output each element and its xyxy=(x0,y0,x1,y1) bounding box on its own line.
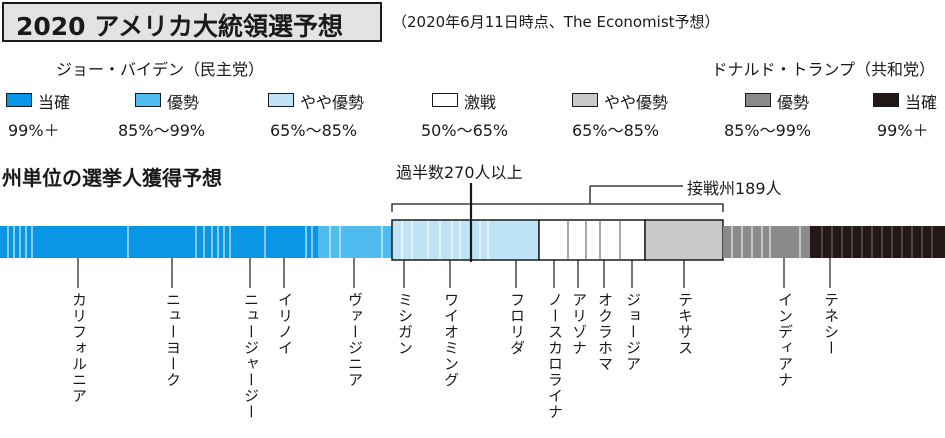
state-dividers-tossup xyxy=(567,220,621,260)
state-label-oklahoma: オクラホマ xyxy=(596,292,614,372)
state-label-illinois: イリノイ xyxy=(276,292,294,356)
legend-swatch-biden-lean xyxy=(268,93,294,107)
state-label-indiana: インディアナ xyxy=(776,292,794,388)
state-label-north-carolina: ノースカロライナ xyxy=(546,292,564,420)
state-label-michigan: ミシガン xyxy=(396,292,414,356)
state-leader-lines xyxy=(77,258,831,288)
legend-range-trump-lean: 65%〜85% xyxy=(572,121,660,140)
legend-swatch-tossup xyxy=(432,93,458,107)
legend-label-biden-lean: やや優勢 xyxy=(300,93,365,112)
subtitle: （2020年6月11日時点、The Economist予想） xyxy=(392,13,720,31)
legend-swatch-biden-likely xyxy=(135,93,161,107)
state-label-new-york: ニューヨーク xyxy=(164,292,182,388)
legend-range-trump-safe: 99%＋ xyxy=(877,121,929,140)
bar-segment-trump-lean xyxy=(644,219,724,261)
battleground-label: 接戦州189人 xyxy=(683,175,786,199)
state-label-arizona: アリゾナ xyxy=(570,292,588,356)
battleground-bracket xyxy=(391,203,724,212)
legend-range-biden-lean: 65%〜85% xyxy=(270,121,358,140)
state-label-virginia: ヴァージニア xyxy=(346,292,364,388)
legend-swatch-trump-safe xyxy=(873,93,899,107)
legend-label-trump-likely: 優勢 xyxy=(777,93,810,112)
bar-segment-trump-likely xyxy=(723,226,810,258)
legend-swatch-biden-safe xyxy=(6,93,32,107)
legend-swatch-trump-lean xyxy=(572,93,598,107)
page-title: 2020 アメリカ大統領選予想 xyxy=(16,12,344,41)
legend-range-trump-likely: 85%〜99% xyxy=(724,121,812,140)
state-dividers-bordered xyxy=(401,221,489,259)
legend-range-biden-likely: 85%〜99% xyxy=(118,121,206,140)
state-dividers-safe-red xyxy=(821,226,933,258)
state-label-georgia: ジョージア xyxy=(624,292,642,372)
bar-segment-biden-lean xyxy=(391,219,540,261)
legend-label-tossup: 激戦 xyxy=(464,93,497,112)
candidate-biden: ジョー・バイデン（民主党） xyxy=(56,60,265,79)
legend-label-biden-safe: 当確 xyxy=(38,93,71,112)
bar-segment-biden-safe xyxy=(0,226,318,258)
legend-range-tossup: 50%〜65% xyxy=(421,121,509,140)
state-label-texas: テキサス xyxy=(676,292,694,356)
legend-label-trump-safe: 当確 xyxy=(905,93,938,112)
bar-segment-tossup xyxy=(538,219,646,261)
title-box: 2020 アメリカ大統領選予想 xyxy=(2,2,382,42)
state-label-wyoming: ワイオミング xyxy=(442,292,460,388)
state-label-florida: フロリダ xyxy=(508,292,526,356)
section-title: 州単位の選挙人獲得予想 xyxy=(2,166,222,190)
majority-label: 過半数270人以上 xyxy=(396,163,523,182)
legend-swatch-trump-likely xyxy=(745,93,771,107)
legend-label-trump-lean: やや優勢 xyxy=(604,93,669,112)
legend-range-biden-safe: 99%＋ xyxy=(8,121,60,140)
legend-label-biden-likely: 優勢 xyxy=(167,93,200,112)
bar-segment-trump-safe xyxy=(810,226,945,258)
candidate-trump: ドナルド・トランプ（共和党） xyxy=(711,60,935,79)
state-label-california: カリフォルニア xyxy=(70,292,88,404)
state-dividers xyxy=(7,226,801,258)
bar-segment-biden-likely xyxy=(318,226,392,258)
state-label-new-jersey: ニュージャージー xyxy=(242,292,260,420)
state-label-tennessee: テネシー xyxy=(822,292,840,356)
